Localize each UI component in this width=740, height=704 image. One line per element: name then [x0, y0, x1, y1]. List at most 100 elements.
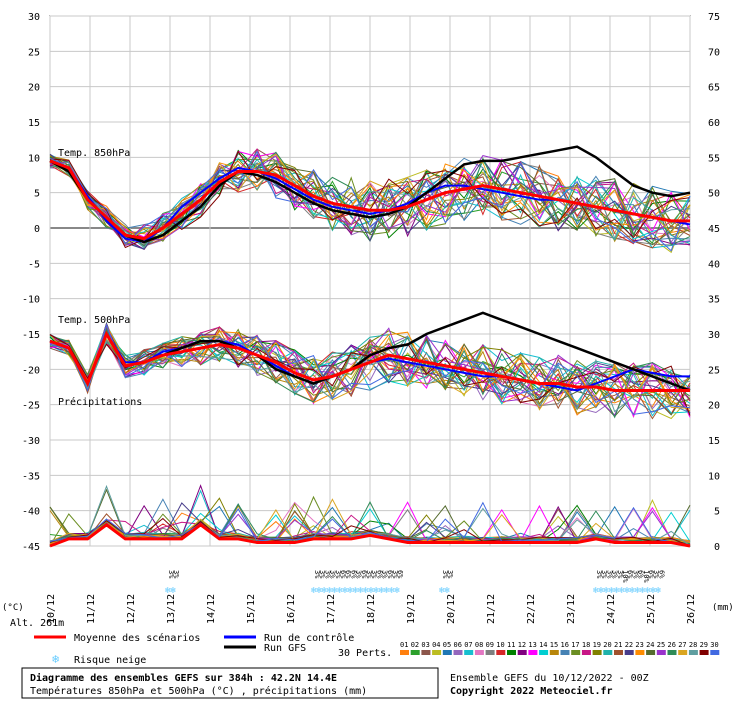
- y-left-tick-label: -5: [28, 259, 40, 270]
- y-left-tick-label: 5: [34, 189, 40, 200]
- x-date-label: 22/12: [526, 594, 537, 624]
- pert-t500-line: [49, 334, 691, 417]
- pert-legend-swatch: [624, 650, 634, 655]
- x-date-label: 15/12: [246, 594, 257, 624]
- snow-risk-value: 10%: [642, 570, 650, 583]
- y-left-tick-label: -30: [22, 436, 40, 447]
- pert-legend-label: 20: [603, 641, 611, 649]
- snow-risk-value: 6%: [386, 570, 394, 579]
- pert-legend-label: 17: [571, 641, 579, 649]
- pert-t500-line: [49, 326, 691, 402]
- pert-legend-label: 10: [496, 641, 504, 649]
- pert-legend-swatch: [710, 650, 720, 655]
- pert-legend-swatch: [464, 650, 474, 655]
- snow-risk-value: 6%: [349, 570, 357, 579]
- pert-legend-label: 25: [657, 641, 665, 649]
- t850-label: Temp. 850hPa: [58, 148, 130, 159]
- snowflake-icon: ❄: [444, 586, 450, 596]
- snowflake-icon: ❄: [363, 586, 369, 596]
- snow-risk-value: 3%: [355, 570, 363, 579]
- snow-risk-value: 6%: [339, 570, 347, 579]
- snowflake-icon: ❄: [655, 586, 661, 596]
- left-unit: (°C): [2, 603, 24, 613]
- snowflake-icon: ❄: [358, 586, 364, 596]
- t500-label: Temp. 500hPa: [58, 315, 130, 326]
- y-right-tick-label: 10: [708, 471, 720, 482]
- snow-risk-value: 3%: [446, 570, 454, 579]
- snowflake-icon: ❄: [593, 586, 599, 596]
- pert-legend-label: 04: [432, 641, 440, 649]
- pert-legend-label: 19: [593, 641, 601, 649]
- snowflake-icon: ❄: [619, 586, 625, 596]
- y-left-tick-label: -40: [22, 507, 40, 518]
- y-left-tick-label: 0: [34, 224, 40, 235]
- pert-legend-swatch: [517, 650, 527, 655]
- snow-risk-value: 3%: [391, 570, 399, 579]
- pert-legend-label: 02: [411, 641, 419, 649]
- pert-legend-label: 24: [646, 641, 654, 649]
- pert-legend-swatch: [614, 650, 623, 655]
- snowflake-icon: ❄: [347, 586, 353, 596]
- y-right-tick-label: 15: [708, 436, 720, 447]
- pert-legend-label: 06: [454, 641, 462, 649]
- altitude-label: Alt. 261m: [10, 618, 64, 629]
- perturbation-series: [49, 148, 691, 547]
- snow-risk-value: 3%: [365, 570, 373, 579]
- legend-snow-label: Risque neige: [74, 655, 146, 666]
- x-date-label: 25/12: [646, 594, 657, 624]
- snowflake-icon: ❄: [170, 586, 176, 596]
- pert-legend-swatch: [603, 650, 613, 655]
- y-right-tick-label: 45: [708, 224, 720, 235]
- snowflake-icon: ❄: [439, 586, 445, 596]
- x-date-label: 24/12: [606, 594, 617, 624]
- pert-legend-label: 22: [625, 641, 633, 649]
- y-left-tick-label: -35: [22, 471, 40, 482]
- snowflake-icon: ❄: [624, 586, 630, 596]
- pert-legend-label: 03: [421, 641, 429, 649]
- pert-legend-swatch: [560, 650, 570, 655]
- legend-gfs-label: Run GFS: [264, 643, 306, 654]
- pert-legend-label: 21: [614, 641, 622, 649]
- pert-t500-line: [49, 334, 691, 399]
- precip-label: Précipitations: [58, 396, 142, 408]
- snowflake-icon: ❄: [165, 586, 171, 596]
- pert-legend-label: 23: [635, 641, 643, 649]
- snowflake-icon: ❄: [368, 586, 374, 596]
- pert-legend-label: 09: [486, 641, 494, 649]
- main-series: [49, 145, 691, 548]
- snowflake-icon: ❄: [384, 586, 390, 596]
- pert-t850-line: [49, 167, 691, 247]
- snowflake-icon: ❄: [598, 586, 604, 596]
- y-left-tick-label: 25: [28, 47, 40, 58]
- x-date-label: 18/12: [366, 594, 377, 624]
- snow-risk-value: 3%: [381, 570, 389, 579]
- label-layer: Temp. 850hPa Temp. 500hPa Précipitations…: [2, 148, 734, 629]
- y-right-tick-label: 30: [708, 330, 720, 341]
- pert-legend-label: 26: [668, 641, 676, 649]
- y-left-tick-label: -10: [22, 295, 40, 306]
- pert-legend-label: 05: [443, 641, 451, 649]
- pert-legend-swatch: [432, 650, 442, 655]
- y-left-tick-label: 10: [28, 153, 40, 164]
- snow-risk-value: 3%: [323, 570, 331, 579]
- y-right-tick-label: 40: [708, 259, 720, 270]
- precip-mean-line: [49, 522, 691, 548]
- snowflake-icon: ❄: [394, 586, 400, 596]
- snow-risk-layer: 3%❄3%❄3%❄3%❄3%❄3%❄3%❄6%❄6%❄6%❄3%❄6%❄3%❄3…: [165, 570, 665, 596]
- pert-legend-swatch: [410, 650, 420, 655]
- y-right-tick-label: 60: [708, 118, 720, 129]
- y-left-tick-label: 20: [28, 83, 40, 94]
- snow-risk-value: 6%: [375, 570, 383, 579]
- snowflake-icon: ❄: [629, 586, 635, 596]
- pert-t500-line: [49, 332, 691, 414]
- x-date-label: 21/12: [486, 594, 497, 624]
- pert-t850-line: [49, 151, 691, 246]
- pert-legend-swatch: [646, 650, 656, 655]
- snow-risk-value: 6%: [360, 570, 368, 579]
- snowflake-icon: ❄: [321, 586, 327, 596]
- pert-t850-line: [49, 150, 691, 252]
- x-date-label: 20/12: [446, 594, 457, 624]
